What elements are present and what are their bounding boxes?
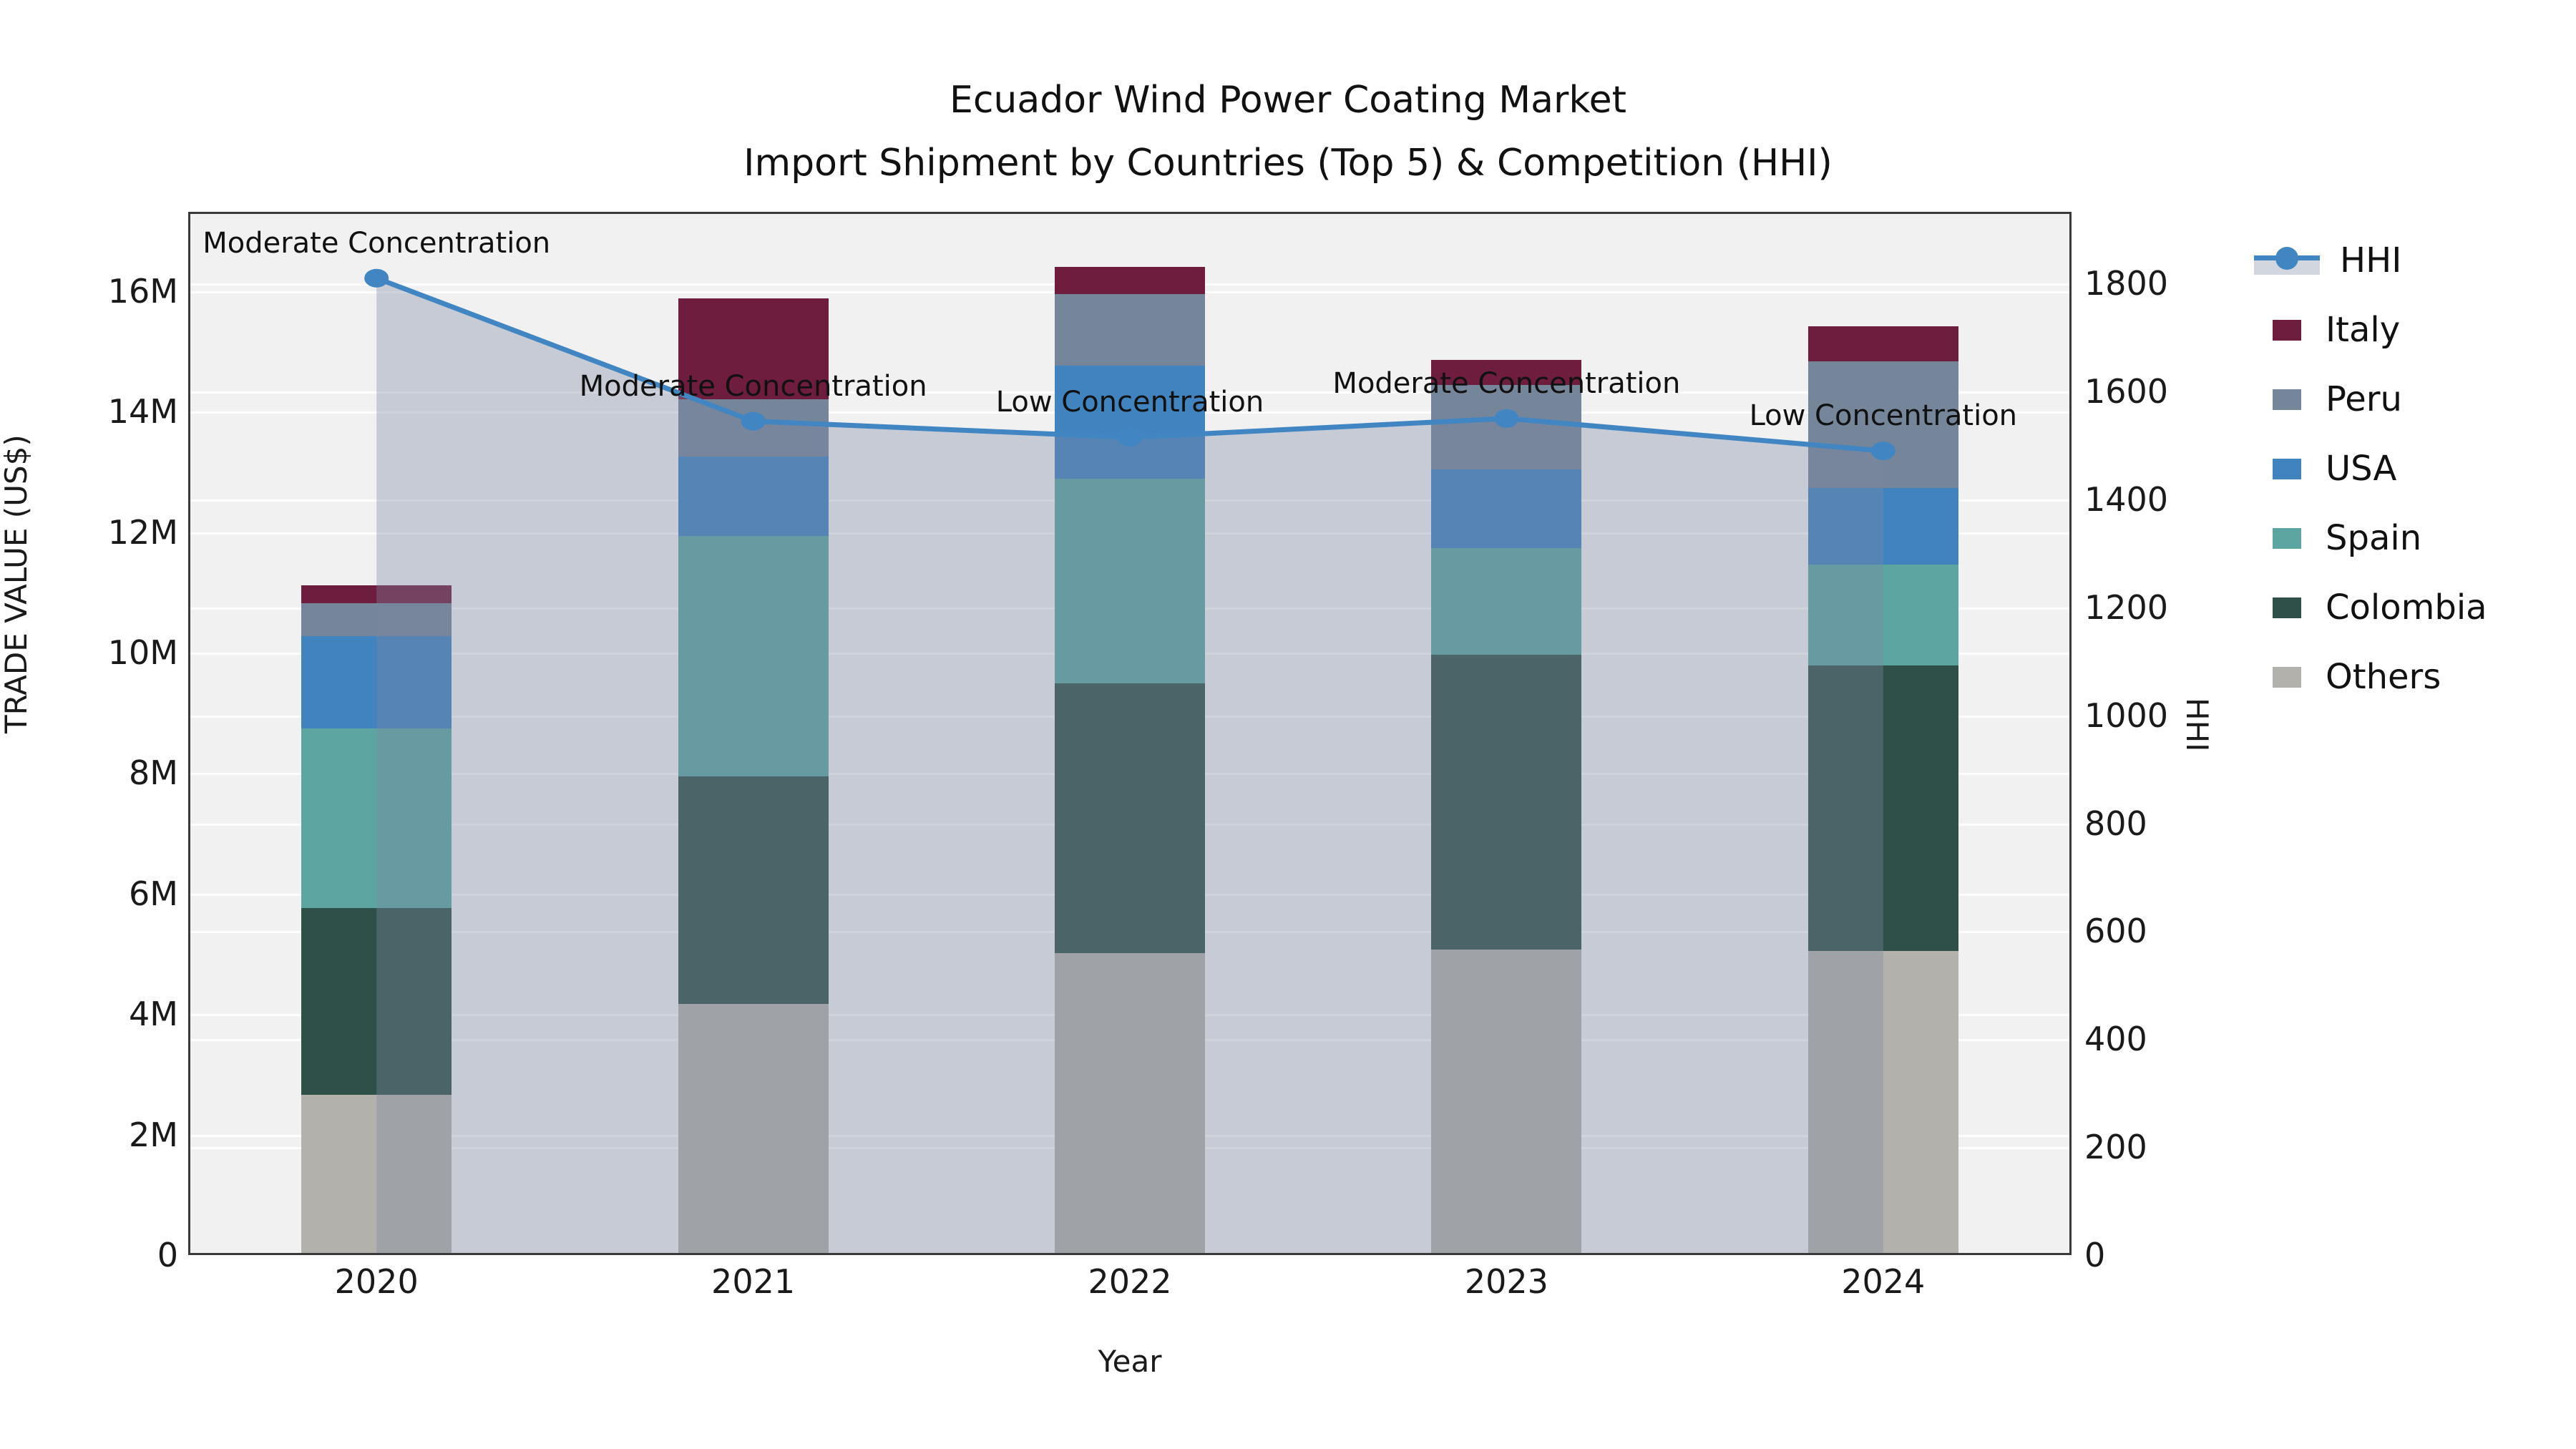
y-right-tick-800: 800	[2084, 804, 2147, 843]
bar-segment-2023-others[interactable]	[1431, 950, 1582, 1255]
y-left-tick-14M: 14M	[107, 392, 178, 431]
legend-label-colombia: Colombia	[2326, 587, 2487, 628]
legend-label-italy: Italy	[2326, 310, 2401, 350]
y-right-tick-1400: 1400	[2084, 479, 2169, 519]
bar-segment-2024-italy[interactable]	[1807, 326, 1958, 362]
hhi-area-fill	[376, 278, 1883, 1255]
y-left-tick-6M: 6M	[129, 874, 178, 913]
bar-segment-2023-spain[interactable]	[1431, 548, 1582, 655]
bar-segment-2021-colombia[interactable]	[678, 776, 829, 1004]
y-axis-right-title: HHI	[2180, 698, 2215, 752]
bar-segment-2021-usa[interactable]	[678, 457, 829, 536]
y-left-tick-10M: 10M	[107, 633, 178, 672]
legend-label-others: Others	[2326, 657, 2441, 697]
legend-swatch-peru	[2273, 389, 2301, 410]
bar-segment-2024-peru[interactable]	[1807, 361, 1958, 489]
legend-item-spain[interactable]: Spain	[2254, 518, 2421, 558]
hhi-marker-2024[interactable]	[1870, 441, 1896, 461]
bar-segment-2020-others[interactable]	[301, 1095, 452, 1255]
hhi-marker-2020[interactable]	[364, 268, 389, 288]
bar-segment-2023-colombia[interactable]	[1431, 655, 1582, 950]
legend-label-hhi: HHI	[2340, 240, 2402, 280]
y-right-tick-400: 400	[2084, 1020, 2147, 1059]
y-left-tick-8M: 8M	[129, 753, 178, 793]
bar-segment-2024-colombia[interactable]	[1807, 665, 1958, 951]
legend-swatch-colombia	[2273, 597, 2301, 618]
legend-label-usa: USA	[2326, 449, 2397, 489]
x-tick-2021: 2021	[711, 1262, 796, 1301]
hhi-legend-sample-icon	[2254, 245, 2320, 276]
bar-segment-2020-italy[interactable]	[301, 585, 452, 603]
y-right-tick-1800: 1800	[2084, 264, 2169, 303]
legend-item-usa[interactable]: USA	[2254, 449, 2396, 489]
x-tick-2020: 2020	[334, 1262, 419, 1301]
bar-segment-2023-italy[interactable]	[1431, 359, 1582, 386]
bar-segment-2020-spain[interactable]	[301, 728, 452, 908]
y-axis-left-title: TRADE VALUE (US$)	[0, 434, 34, 733]
x-axis-title: Year	[1098, 1344, 1162, 1379]
x-tick-2023: 2023	[1464, 1262, 1548, 1301]
x-tick-2024: 2024	[1841, 1262, 1926, 1301]
bar-segment-2022-spain[interactable]	[1055, 478, 1205, 683]
chart-title-line1: Ecuador Wind Power Coating Market	[949, 79, 1627, 122]
legend-swatch-spain	[2273, 527, 2301, 549]
y-right-tick-0: 0	[2084, 1236, 2106, 1274]
hhi-marker-2022[interactable]	[1118, 428, 1142, 447]
bar-segment-2020-peru[interactable]	[301, 602, 452, 637]
hhi-marker-2021[interactable]	[741, 411, 766, 431]
hhi-legend-marker-icon	[2275, 247, 2298, 270]
bar-segment-2022-usa[interactable]	[1055, 366, 1205, 479]
legend-item-italy[interactable]: Italy	[2254, 310, 2400, 350]
bar-segment-2021-spain[interactable]	[678, 535, 829, 777]
y-right-tick-1000: 1000	[2084, 696, 2169, 735]
y-left-tick-4M: 4M	[129, 995, 178, 1034]
bar-segment-2024-others[interactable]	[1807, 950, 1958, 1255]
bar-segment-2020-usa[interactable]	[301, 636, 452, 729]
bar-segment-2022-italy[interactable]	[1055, 267, 1205, 294]
y-left-tick-2M: 2M	[129, 1115, 178, 1154]
legend-label-spain: Spain	[2326, 518, 2422, 558]
legend-swatch-italy	[2273, 319, 2301, 341]
y-right-tick-200: 200	[2084, 1128, 2147, 1167]
legend-swatch-usa	[2273, 458, 2301, 479]
legend-item-peru[interactable]: Peru	[2254, 379, 2402, 419]
chart-title-line2: Import Shipment by Countries (Top 5) & C…	[743, 142, 1833, 185]
legend-label-peru: Peru	[2326, 379, 2402, 419]
y-left-tick-12M: 12M	[107, 512, 178, 552]
bar-segment-2022-colombia[interactable]	[1055, 683, 1205, 954]
x-tick-2022: 2022	[1088, 1262, 1172, 1301]
chart-title: Ecuador Wind Power Coating Market Import…	[0, 69, 2576, 195]
y-left-tick-0: 0	[157, 1236, 178, 1274]
bar-segment-2022-peru[interactable]	[1055, 294, 1205, 366]
bar-segment-2022-others[interactable]	[1055, 953, 1205, 1255]
bar-segment-2021-italy[interactable]	[678, 298, 829, 400]
y-right-tick-600: 600	[2084, 912, 2147, 951]
bar-segment-2024-usa[interactable]	[1807, 488, 1958, 565]
bar-segment-2021-others[interactable]	[678, 1003, 829, 1255]
bar-segment-2020-colombia[interactable]	[301, 908, 452, 1096]
y-right-tick-1200: 1200	[2084, 587, 2169, 627]
bar-segment-2023-usa[interactable]	[1431, 469, 1582, 549]
legend-item-others[interactable]: Others	[2254, 657, 2441, 697]
legend-swatch-others	[2273, 666, 2301, 688]
y-left-tick-16M: 16M	[107, 271, 178, 311]
legend-item-colombia[interactable]: Colombia	[2254, 587, 2487, 628]
bar-segment-2024-spain[interactable]	[1807, 565, 1958, 665]
y-right-tick-1600: 1600	[2084, 372, 2169, 411]
legend-item-hhi[interactable]: HHI	[2254, 240, 2401, 280]
hhi-marker-2023[interactable]	[1494, 409, 1519, 428]
